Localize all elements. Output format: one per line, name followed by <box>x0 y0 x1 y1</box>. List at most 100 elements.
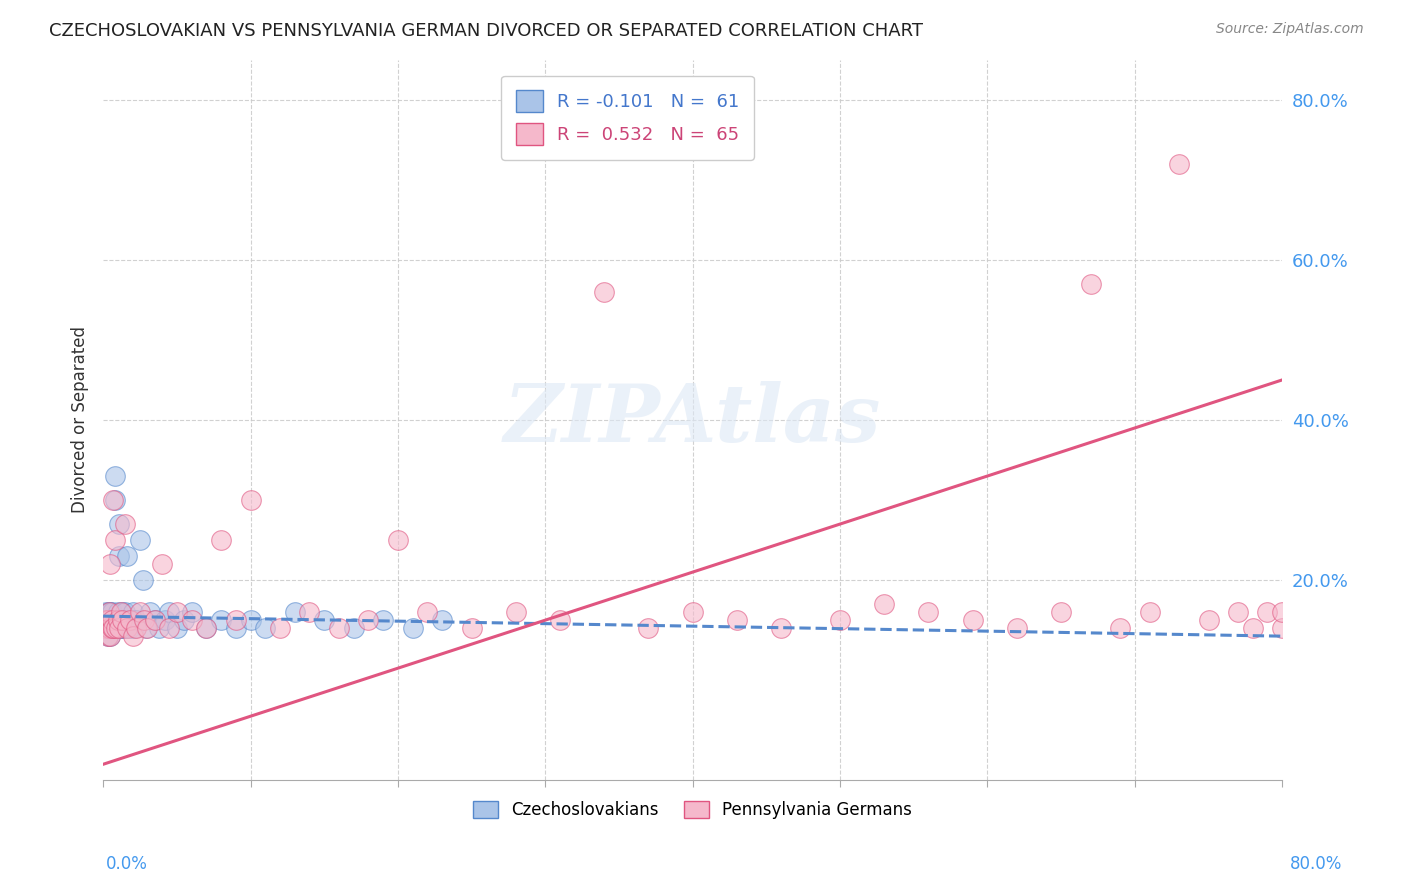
Point <box>209 533 232 547</box>
Point <box>343 621 366 635</box>
Point <box>108 621 131 635</box>
Point <box>117 613 139 627</box>
Point <box>135 621 157 635</box>
Point <box>111 621 134 635</box>
Point <box>873 597 896 611</box>
Text: CZECHOSLOVAKIAN VS PENNSYLVANIA GERMAN DIVORCED OR SEPARATED CORRELATION CHART: CZECHOSLOVAKIAN VS PENNSYLVANIA GERMAN D… <box>49 22 924 40</box>
Point <box>1241 621 1264 635</box>
Point <box>104 493 127 508</box>
Point <box>110 613 132 627</box>
Point <box>96 613 118 627</box>
Point <box>110 605 132 619</box>
Point <box>148 621 170 635</box>
Point <box>430 613 453 627</box>
Point <box>100 557 122 571</box>
Point <box>124 621 146 635</box>
Point <box>105 621 128 635</box>
Point <box>1227 605 1250 619</box>
Point <box>254 621 277 635</box>
Text: Source: ZipAtlas.com: Source: ZipAtlas.com <box>1216 22 1364 37</box>
Point <box>114 621 136 635</box>
Point <box>239 613 262 627</box>
Text: 0.0%: 0.0% <box>105 855 148 872</box>
Point <box>150 557 173 571</box>
Point <box>103 613 125 627</box>
Point <box>209 613 232 627</box>
Point <box>828 613 851 627</box>
Point <box>153 613 176 627</box>
Point <box>100 605 122 619</box>
Point <box>96 613 118 627</box>
Point <box>96 621 118 635</box>
Point <box>101 605 124 619</box>
Point <box>593 285 616 299</box>
Point <box>114 517 136 532</box>
Point <box>122 621 145 635</box>
Point <box>725 613 748 627</box>
Point <box>121 629 143 643</box>
Point <box>132 573 155 587</box>
Point <box>100 613 122 627</box>
Point <box>93 621 115 635</box>
Point <box>118 621 141 635</box>
Point <box>107 613 129 627</box>
Point <box>129 605 152 619</box>
Text: ZIPAtlas: ZIPAtlas <box>503 381 882 458</box>
Point <box>105 613 128 627</box>
Point <box>134 613 156 627</box>
Point <box>111 605 134 619</box>
Point <box>460 621 482 635</box>
Point <box>98 605 121 619</box>
Point <box>98 605 121 619</box>
Point <box>298 605 321 619</box>
Point <box>105 621 128 635</box>
Point <box>96 629 118 643</box>
Point <box>180 613 202 627</box>
Point <box>173 613 195 627</box>
Point <box>159 621 181 635</box>
Point <box>114 605 136 619</box>
Point <box>1198 613 1220 627</box>
Point <box>124 613 146 627</box>
Point <box>387 533 409 547</box>
Point <box>96 629 118 643</box>
Point <box>159 605 181 619</box>
Point <box>111 613 134 627</box>
Point <box>110 621 132 635</box>
Point <box>416 605 439 619</box>
Point <box>373 613 395 627</box>
Point <box>682 605 704 619</box>
Point <box>195 621 218 635</box>
Point <box>107 605 129 619</box>
Point <box>166 605 188 619</box>
Point <box>107 621 129 635</box>
Point <box>104 533 127 547</box>
Point <box>1080 277 1102 291</box>
Point <box>917 605 939 619</box>
Point <box>94 605 117 619</box>
Point <box>101 613 124 627</box>
Legend: Czechoslovakians, Pennsylvania Germans: Czechoslovakians, Pennsylvania Germans <box>467 795 920 826</box>
Point <box>129 533 152 547</box>
Point <box>1005 621 1028 635</box>
Point <box>101 621 124 635</box>
Point <box>139 605 162 619</box>
Point <box>328 621 350 635</box>
Point <box>1271 605 1294 619</box>
Point <box>103 621 125 635</box>
Point <box>98 613 121 627</box>
Point <box>284 605 307 619</box>
Point <box>94 613 117 627</box>
Y-axis label: Divorced or Separated: Divorced or Separated <box>72 326 89 514</box>
Point <box>101 613 124 627</box>
Point <box>269 621 291 635</box>
Point <box>143 613 166 627</box>
Point <box>104 469 127 483</box>
Point <box>962 613 984 627</box>
Point <box>225 621 247 635</box>
Point <box>1050 605 1073 619</box>
Point <box>94 613 117 627</box>
Point <box>100 629 122 643</box>
Point <box>1271 621 1294 635</box>
Point <box>1109 621 1132 635</box>
